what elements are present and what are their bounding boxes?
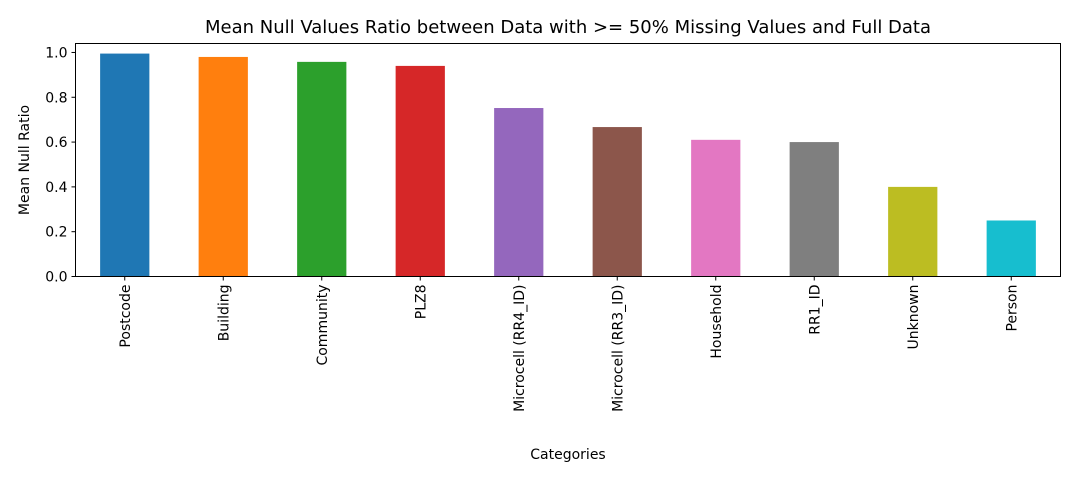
x-tick-label: RR1_ID (807, 285, 823, 335)
bar-6 (691, 139, 741, 277)
y-tick-label: 0.8 (45, 90, 67, 106)
bar-9 (986, 220, 1036, 277)
x-tick-label: Household (709, 285, 725, 359)
x-tick-label: Person (1004, 285, 1020, 332)
y-tick-label: 0.0 (45, 270, 67, 286)
x-tick-label: PLZ8 (413, 285, 429, 320)
chart-title: Mean Null Values Ratio between Data with… (205, 17, 931, 38)
y-tick-label: 0.2 (45, 225, 67, 241)
bars-group (100, 53, 1036, 277)
x-tick-label: Microcell (RR4_ID) (512, 285, 528, 412)
bar-4 (494, 108, 544, 277)
x-axis-label: Categories (530, 447, 605, 463)
bar-3 (395, 65, 445, 277)
y-axis-ticks: 0.0 0.2 0.4 0.6 0.8 1.0 (45, 45, 76, 286)
bar-7 (789, 142, 839, 277)
y-tick-label: 0.6 (45, 135, 67, 151)
x-tick-label: Community (315, 285, 331, 366)
bar-1 (198, 56, 248, 277)
y-axis-label: Mean Null Ratio (17, 105, 33, 215)
x-tick-label: Unknown (906, 285, 922, 350)
x-tick-label: Building (216, 285, 232, 342)
bar-2 (297, 61, 347, 277)
bar-8 (888, 186, 938, 277)
y-tick-label: 1.0 (45, 45, 67, 61)
y-tick-label: 0.4 (45, 180, 67, 196)
bar-5 (592, 127, 642, 277)
x-axis-ticks: Postcode Building Community PLZ8 Microcell (… (118, 276, 1020, 412)
x-tick-label: Postcode (118, 285, 134, 348)
x-tick-label: Microcell (RR3_ID) (610, 285, 626, 412)
bar-0 (100, 53, 150, 277)
plot-frame (75, 43, 1061, 277)
